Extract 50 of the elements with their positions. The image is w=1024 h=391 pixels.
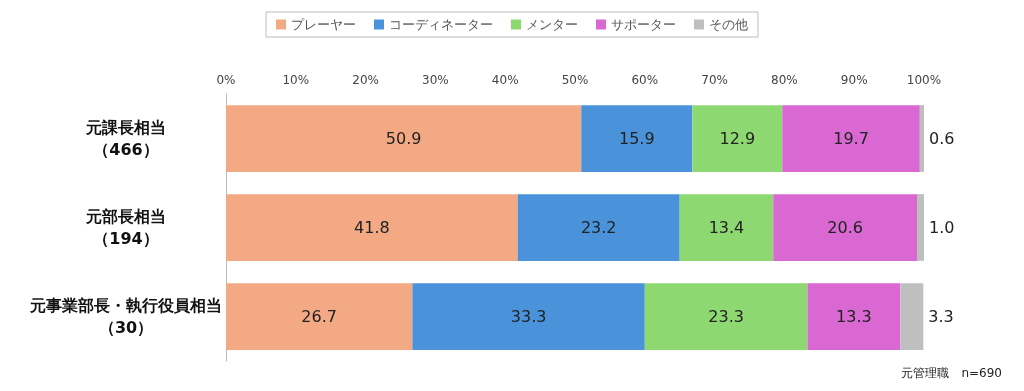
data-label: 3.3: [928, 307, 954, 326]
data-label: 13.4: [708, 218, 745, 237]
x-tick-label: 50%: [561, 73, 589, 87]
data-label: 41.8: [354, 218, 390, 237]
text: 元管理職 n=690: [901, 366, 1003, 380]
data-label: 19.7: [833, 129, 869, 148]
x-tick-label: 40%: [491, 73, 519, 87]
x-tick-label: 60%: [631, 73, 659, 87]
data-label: 13.3: [836, 307, 872, 326]
x-tick-label: 100%: [906, 73, 942, 87]
data-label: 23.3: [708, 307, 744, 326]
bar: [517, 194, 680, 261]
bar: [226, 283, 413, 350]
legend-label: その他: [709, 17, 748, 32]
data-label: 23.2: [580, 218, 617, 237]
legend-label: メンター: [526, 17, 578, 32]
bar: [919, 105, 924, 172]
bar: [692, 105, 783, 172]
x-tick-label: 30%: [422, 73, 449, 87]
data-label: 1.0: [929, 218, 955, 237]
x-tick-label: 90%: [840, 73, 868, 87]
bar: [412, 283, 645, 350]
legend-label: コーディネーター: [389, 17, 493, 32]
data-label: 33.3: [510, 307, 547, 326]
legend-label: サポーター: [611, 17, 676, 32]
x-tick-label: 70%: [701, 73, 728, 87]
data-label: 26.7: [301, 307, 337, 326]
data-label: 20.6: [827, 218, 863, 237]
y-tick-label: 元課長相当（466）: [85, 118, 166, 159]
bar: [782, 105, 920, 172]
bar: [226, 194, 518, 261]
y-tick-label: 元事業部長・執行役員相当（30）: [29, 296, 222, 337]
data-label: 50.9: [385, 129, 422, 148]
x-tick-label: 80%: [771, 73, 798, 87]
data-label: 0.6: [929, 129, 955, 148]
x-tick-label: 10%: [282, 73, 310, 87]
bar: [226, 105, 582, 172]
bar: [644, 283, 808, 350]
bar: [581, 105, 693, 172]
data-label: 12.9: [719, 129, 756, 148]
bar: [917, 194, 924, 261]
legend-label: プレーヤー: [291, 17, 356, 32]
bar: [900, 283, 924, 350]
bar: [807, 283, 901, 350]
y-tick-label: 元部長相当（194）: [85, 207, 166, 248]
x-tick-label: 20%: [352, 73, 379, 87]
bar: [773, 194, 918, 261]
bar: [679, 194, 774, 261]
data-label: 15.9: [618, 129, 655, 148]
x-tick-label: 0%: [216, 73, 236, 87]
